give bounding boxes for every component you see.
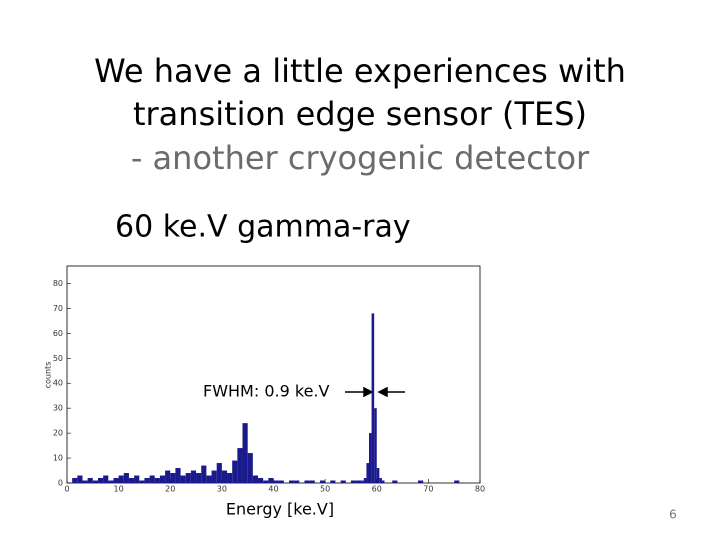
bar <box>221 470 228 483</box>
x-tick-label: 0 <box>64 485 69 494</box>
bar <box>206 475 212 483</box>
bar <box>185 473 191 483</box>
slide-title: transition edge sensor (TES) <box>133 95 587 133</box>
bar <box>232 460 238 483</box>
bar <box>180 475 186 483</box>
bar <box>371 313 375 483</box>
bar <box>356 480 362 483</box>
y-tick-label: 70 <box>53 304 63 313</box>
x-tick-label: 60 <box>372 485 382 494</box>
bar <box>92 480 98 483</box>
bar <box>376 468 380 483</box>
bar <box>454 480 460 483</box>
x-tick-label: 50 <box>320 485 330 494</box>
y-tick-label: 0 <box>58 479 63 488</box>
bar <box>201 465 207 483</box>
bar <box>319 480 326 483</box>
bar <box>144 478 150 483</box>
bar <box>139 480 145 483</box>
bar <box>216 463 222 483</box>
bar <box>170 473 176 483</box>
x-tick-label: 10 <box>114 485 124 494</box>
bar <box>123 473 129 483</box>
bar <box>211 470 217 483</box>
x-tick-label: 30 <box>217 485 227 494</box>
bar <box>273 480 279 483</box>
slide-subtitle: - another cryogenic detector <box>131 139 590 177</box>
bar <box>258 478 264 483</box>
bar <box>134 475 140 483</box>
bar <box>363 478 367 483</box>
bar <box>97 478 104 483</box>
x-tick-label: 80 <box>475 485 485 494</box>
bar <box>165 470 171 483</box>
bar <box>190 470 197 483</box>
annotation: FWHM: 0.9 ke.V <box>203 382 329 401</box>
bar <box>103 475 109 483</box>
bar <box>196 473 202 483</box>
bar <box>227 473 233 483</box>
arrows <box>345 386 405 398</box>
bar <box>369 433 372 483</box>
bar <box>154 478 160 483</box>
bar <box>294 480 300 483</box>
bar <box>361 480 364 483</box>
slide-title: We have a little experiences with <box>94 52 626 90</box>
bar <box>350 480 357 483</box>
bar <box>108 480 114 483</box>
bar <box>418 480 424 483</box>
bar <box>175 468 181 483</box>
bar <box>366 463 370 483</box>
bar <box>252 475 259 483</box>
bar <box>72 478 78 483</box>
bar <box>340 480 346 483</box>
bar <box>242 423 248 483</box>
y-tick-label: 50 <box>53 354 63 363</box>
bar <box>263 480 269 483</box>
heading: 60 ke.V gamma-ray <box>115 210 411 245</box>
bar <box>247 453 253 483</box>
bar <box>113 478 119 483</box>
bar <box>87 478 93 483</box>
bar <box>304 480 310 483</box>
plot: 0 10 20 30 40 50 60 70 80 0 10 20 30 40 50 60 70 80 <box>53 279 485 494</box>
y-axis-label: counts <box>44 362 53 389</box>
bar <box>159 475 166 483</box>
bar <box>268 478 274 483</box>
y-tick-label: 60 <box>53 329 63 338</box>
x-tick-label: 70 <box>423 485 433 494</box>
x-axis-label: Energy [ke.V] <box>226 500 334 519</box>
y-tick-label: 40 <box>53 379 63 388</box>
bar <box>379 478 382 483</box>
bar <box>330 480 336 483</box>
bar <box>381 480 385 483</box>
bar <box>309 480 315 483</box>
bar <box>374 408 377 483</box>
x-tick-label: 20 <box>165 485 175 494</box>
bar <box>82 480 88 483</box>
y-tick-label: 30 <box>53 404 63 413</box>
y-tick-label: 10 <box>53 454 63 463</box>
bar <box>128 478 135 483</box>
y-tick-label: 80 <box>53 279 63 288</box>
bar <box>77 475 83 483</box>
bar <box>118 475 124 483</box>
page-number: 6 <box>669 508 677 522</box>
bar <box>237 448 243 483</box>
bar <box>278 480 284 483</box>
x-tick-label: 40 <box>268 485 278 494</box>
plot-frame <box>66 265 481 484</box>
y-tick-label: 20 <box>53 429 63 438</box>
bar <box>288 480 295 483</box>
bar <box>392 480 398 483</box>
bar <box>149 475 155 483</box>
